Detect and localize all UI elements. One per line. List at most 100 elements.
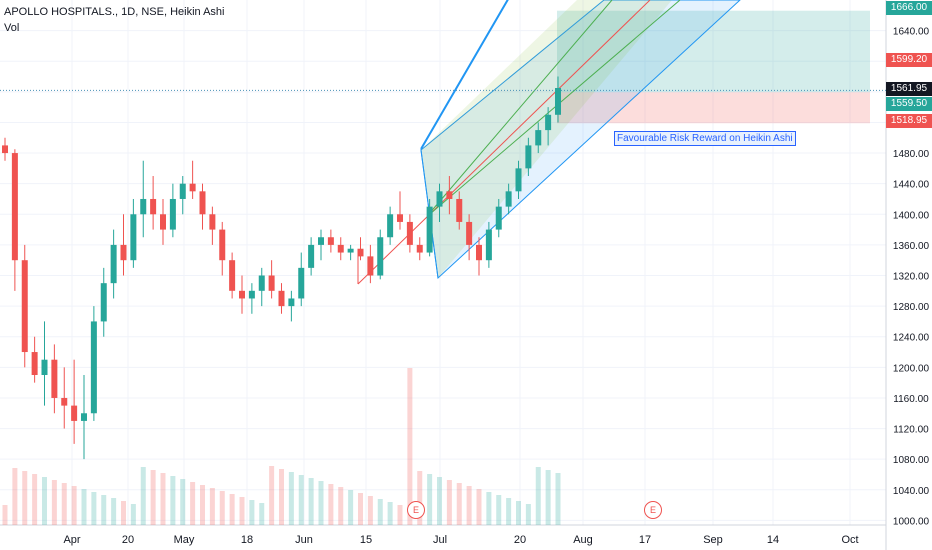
volume-bar [348, 490, 354, 525]
candle-body [495, 206, 502, 230]
volume-bar [486, 492, 492, 525]
candle-body [436, 191, 443, 207]
volume-bar [170, 476, 176, 525]
stop-zone [557, 92, 870, 124]
volume-bar [111, 498, 117, 525]
y-tick-label: 1360.00 [893, 241, 930, 252]
candle-body [239, 290, 245, 299]
volume-bar [377, 499, 383, 525]
candle-body [357, 248, 364, 257]
candle-body [505, 191, 512, 207]
volume-bar [121, 501, 126, 525]
volume-bar [81, 489, 87, 525]
candle-body [318, 237, 324, 245]
volume-bar [130, 504, 136, 525]
candle-body [169, 198, 176, 230]
volume-bar [545, 470, 551, 525]
candle-body [555, 88, 561, 115]
x-tick-label: 15 [360, 534, 372, 546]
last-price-tag: 1561.95 [886, 82, 932, 96]
volume-label[interactable]: Vol [4, 22, 20, 34]
volume-bar [209, 488, 215, 525]
candle-body [406, 221, 413, 245]
candle-body [61, 397, 68, 406]
y-tick-label: 1640.00 [893, 27, 930, 38]
volume-bar [358, 493, 363, 525]
candle-body [347, 248, 354, 253]
x-tick-label: 17 [639, 534, 651, 546]
x-tick-label: 14 [767, 534, 779, 546]
candle-body [41, 359, 48, 375]
x-tick-label: 20 [122, 534, 134, 546]
volume-bar [496, 495, 502, 525]
x-tick-label: May [174, 534, 195, 546]
candle-body [535, 130, 542, 146]
candle-body [189, 183, 196, 192]
volume-bar [160, 473, 166, 525]
volume-bar [328, 484, 334, 525]
entry-price-tag: 1559.50 [886, 97, 932, 111]
volume-bar [269, 466, 275, 525]
volume-bar [150, 470, 156, 525]
candle-body [21, 260, 28, 353]
candle-body [337, 244, 344, 253]
volume-bar [12, 468, 18, 525]
candle-body [219, 229, 226, 261]
candle-body [2, 145, 8, 154]
candle-body [90, 321, 97, 414]
candle-body [515, 168, 522, 192]
volume-bar [180, 479, 186, 525]
candle-body [160, 214, 166, 230]
y-tick-label: 1480.00 [893, 149, 930, 160]
volume-bar [61, 483, 67, 525]
volume-bar [367, 496, 373, 525]
candle-body [31, 352, 38, 375]
volume-bar [22, 471, 28, 525]
candle-body [199, 191, 206, 215]
candle-body [446, 191, 453, 199]
candle-body [248, 290, 255, 299]
inner-line [427, 0, 613, 216]
candle-body [71, 405, 78, 421]
volume-bar [506, 498, 512, 525]
volume-bar [417, 471, 423, 525]
pitchfork-inner [421, 0, 672, 278]
candle-body [268, 275, 275, 291]
volume-bar [535, 467, 541, 525]
symbol-title[interactable]: APOLLO HOSPITALS., 1D, NSE, Heikin Ashi [4, 6, 225, 18]
candle-body [81, 413, 87, 421]
x-tick-label: 18 [241, 534, 253, 546]
volume-bar [476, 489, 482, 525]
candle-body [150, 198, 157, 215]
volume-bar [279, 469, 284, 525]
volume-bar [397, 505, 403, 525]
volume-bar [288, 472, 294, 525]
volume-bar [2, 505, 8, 525]
volume-bar [51, 480, 57, 525]
volume-bar [525, 504, 531, 525]
x-tick-label: Sep [703, 534, 723, 546]
volume-bar [229, 494, 235, 525]
candle-body [288, 298, 295, 307]
y-tick-label: 1280.00 [893, 302, 930, 313]
risk-reward-annotation[interactable]: Favourable Risk Reward on Heikin Ashi [614, 131, 796, 146]
candle-body [476, 244, 482, 261]
candle-body [278, 290, 285, 307]
candle-body [416, 244, 423, 253]
candle-body [525, 145, 532, 169]
y-tick-label: 1240.00 [893, 333, 930, 344]
volume-bar [387, 502, 393, 525]
y-tick-label: 1440.00 [893, 180, 930, 191]
earnings-marker-icon[interactable]: E [407, 501, 425, 519]
legend: APOLLO HOSPITALS., 1D, NSE, Heikin Ashi … [4, 4, 225, 36]
volume-bar [407, 368, 413, 525]
volume-bar [219, 491, 225, 525]
candle-body [466, 221, 473, 245]
median-line [357, 0, 651, 285]
candle-body [140, 198, 147, 215]
earnings-marker-icon[interactable]: E [644, 501, 662, 519]
candle-body [308, 244, 315, 268]
channel-edge [420, 0, 509, 152]
